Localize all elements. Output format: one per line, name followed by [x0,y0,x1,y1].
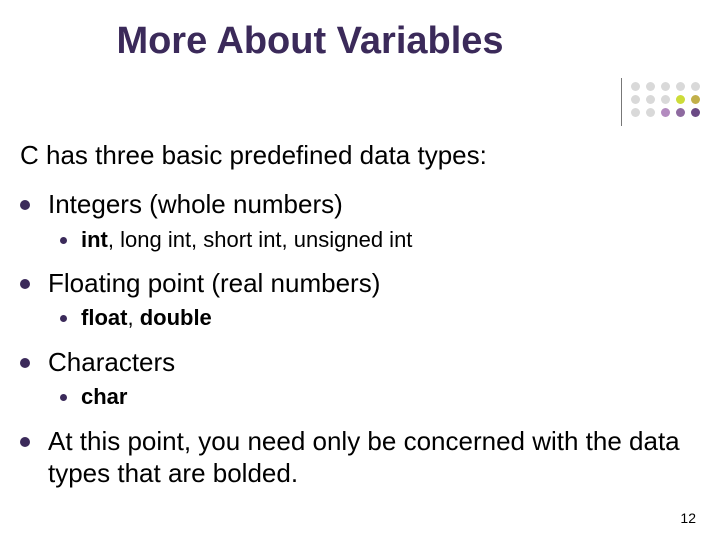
dots-row [631,95,700,104]
bullet-icon [60,394,67,401]
list-item-text: Characters [48,346,175,379]
dot-icon [631,108,640,117]
intro-text: C has three basic predefined data types: [20,140,487,171]
bullet-icon [20,437,30,447]
list-subitem-text: char [81,384,127,410]
dot-icon [676,82,685,91]
bold-span: double [140,305,212,330]
slide: More About Variables C has three basic p… [0,0,720,540]
dot-icon [661,82,670,91]
list-item-text: Floating point (real numbers) [48,267,380,300]
dots-row [631,82,700,91]
dot-icon [676,108,685,117]
list-item-text: Integers (whole numbers) [48,188,343,221]
list-subitem-text: float, double [81,305,212,331]
dot-icon [691,82,700,91]
bullet-icon [20,358,30,368]
bullet-icon [60,315,67,322]
text-span: , [127,305,139,330]
bullet-icon [20,279,30,289]
dot-icon [631,82,640,91]
bullet-icon [20,200,30,210]
bold-span: char [81,384,127,409]
list-subitem: char [60,384,700,410]
list-item-text: At this point, you need only be concerne… [48,425,700,490]
title-divider [621,78,622,126]
list-item: Characters [20,346,700,379]
bullet-icon [60,237,67,244]
list-item: Integers (whole numbers) [20,188,700,221]
dots-row [631,108,700,117]
list-subitem: float, double [60,305,700,331]
text-span: , long int, short int, unsigned int [108,227,413,252]
dot-icon [676,95,685,104]
list-item: Floating point (real numbers) [20,267,700,300]
bold-span: int [81,227,108,252]
corner-dots-icon [631,82,700,121]
bold-span: float [81,305,127,330]
dot-icon [646,82,655,91]
page-number: 12 [680,510,696,526]
slide-title: More About Variables [0,20,620,63]
dot-icon [691,95,700,104]
dot-icon [661,108,670,117]
body-list: Integers (whole numbers) int, long int, … [20,188,700,496]
dot-icon [661,95,670,104]
dot-icon [646,95,655,104]
list-subitem-text: int, long int, short int, unsigned int [81,227,412,253]
dot-icon [631,95,640,104]
list-item: At this point, you need only be concerne… [20,425,700,490]
dot-icon [691,108,700,117]
list-subitem: int, long int, short int, unsigned int [60,227,700,253]
dot-icon [646,108,655,117]
